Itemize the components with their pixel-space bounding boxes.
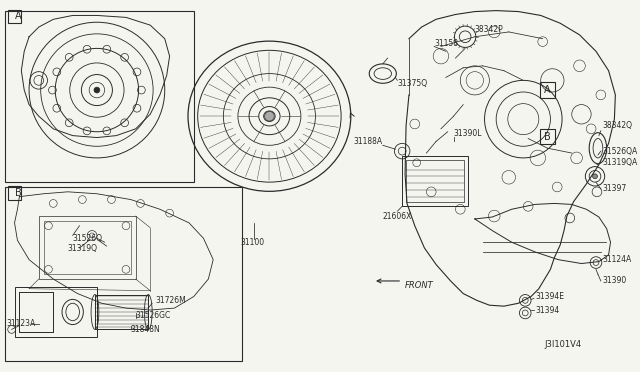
Text: B: B <box>544 132 551 142</box>
Text: 38342P: 38342P <box>475 25 504 33</box>
Text: 31726M: 31726M <box>155 296 186 305</box>
Text: 31526QA: 31526QA <box>603 147 638 155</box>
Text: 31394E: 31394E <box>535 292 564 301</box>
Bar <box>8 10 21 23</box>
Bar <box>95 295 148 330</box>
Bar <box>8 186 21 199</box>
Text: 31526GC: 31526GC <box>136 311 171 320</box>
Bar <box>19 292 53 332</box>
Bar <box>402 156 468 206</box>
Bar <box>15 287 97 337</box>
Bar <box>5 10 194 182</box>
Text: A: A <box>15 12 21 22</box>
Text: 31526Q: 31526Q <box>73 234 102 243</box>
Text: 31397: 31397 <box>603 185 627 193</box>
Circle shape <box>593 174 597 179</box>
Text: A: A <box>544 85 551 95</box>
Text: 31848N: 31848N <box>131 325 161 334</box>
Text: 31123A: 31123A <box>7 319 36 328</box>
Text: FRONT: FRONT <box>405 281 434 290</box>
Circle shape <box>94 87 100 93</box>
Text: J3I101V4: J3I101V4 <box>545 340 582 349</box>
Circle shape <box>264 111 275 121</box>
Text: 31375Q: 31375Q <box>397 79 428 88</box>
Text: 31394: 31394 <box>535 305 559 315</box>
Text: 31158: 31158 <box>434 39 458 48</box>
Text: 38342Q: 38342Q <box>603 121 633 131</box>
Text: 31390L: 31390L <box>454 129 482 138</box>
Bar <box>540 129 556 144</box>
Bar <box>540 82 556 98</box>
Text: 31319Q: 31319Q <box>68 244 98 253</box>
Bar <box>39 216 136 279</box>
Text: 21606X: 21606X <box>383 212 412 221</box>
Text: 31188A: 31188A <box>354 137 383 146</box>
Bar <box>44 221 131 274</box>
Text: B: B <box>15 188 21 198</box>
Bar <box>406 160 464 202</box>
Bar <box>19 292 53 332</box>
Text: 31390: 31390 <box>603 276 627 285</box>
Bar <box>5 187 243 362</box>
Text: 31124A: 31124A <box>603 255 632 264</box>
Text: 31100: 31100 <box>241 238 264 247</box>
Text: 31319QA: 31319QA <box>603 158 638 167</box>
